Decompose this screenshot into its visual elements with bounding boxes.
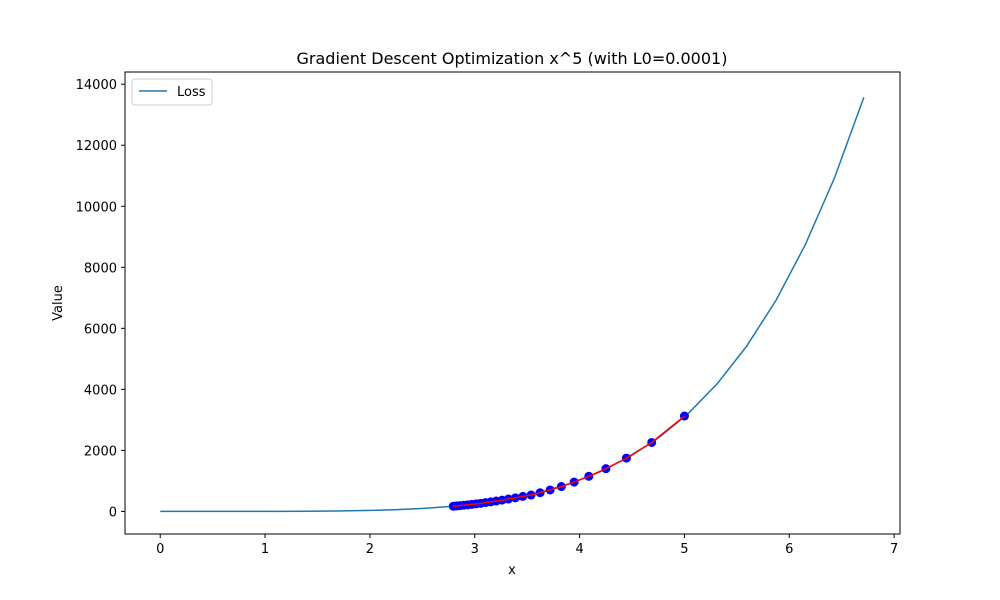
y-axis: 0 2000 4000 6000 8000 10000 12000 14000 xyxy=(76,78,125,520)
x-tick-label: 0 xyxy=(156,542,164,557)
x-tick-label: 5 xyxy=(680,542,688,557)
y-tick-label: 0 xyxy=(109,505,117,520)
y-tick-label: 14000 xyxy=(76,78,117,93)
legend-label-loss: Loss xyxy=(177,85,206,100)
x-tick-label: 3 xyxy=(471,542,479,557)
x-tick-label: 2 xyxy=(366,542,374,557)
y-tick-label: 6000 xyxy=(84,322,117,337)
y-tick-label: 10000 xyxy=(76,200,117,215)
gd-path-line xyxy=(453,415,685,507)
legend-box xyxy=(131,78,213,106)
y-tick-label: 2000 xyxy=(84,444,117,459)
legend: Loss xyxy=(131,78,213,106)
x-axis-label: x xyxy=(508,563,516,578)
x-axis: 0 1 2 3 4 5 6 7 xyxy=(156,534,898,557)
y-axis-label: Value xyxy=(51,285,66,321)
axes-frame xyxy=(124,71,901,535)
x-tick-label: 7 xyxy=(890,542,898,557)
y-tick-label: 4000 xyxy=(84,383,117,398)
x-tick-label: 6 xyxy=(785,542,793,557)
y-tick-label: 12000 xyxy=(76,139,117,154)
x-tick-label: 4 xyxy=(575,542,583,557)
plot-area xyxy=(160,96,865,513)
chart-title: Gradient Descent Optimization x^5 (with … xyxy=(297,49,728,68)
x-tick-label: 1 xyxy=(261,542,269,557)
y-tick-label: 8000 xyxy=(84,261,117,276)
